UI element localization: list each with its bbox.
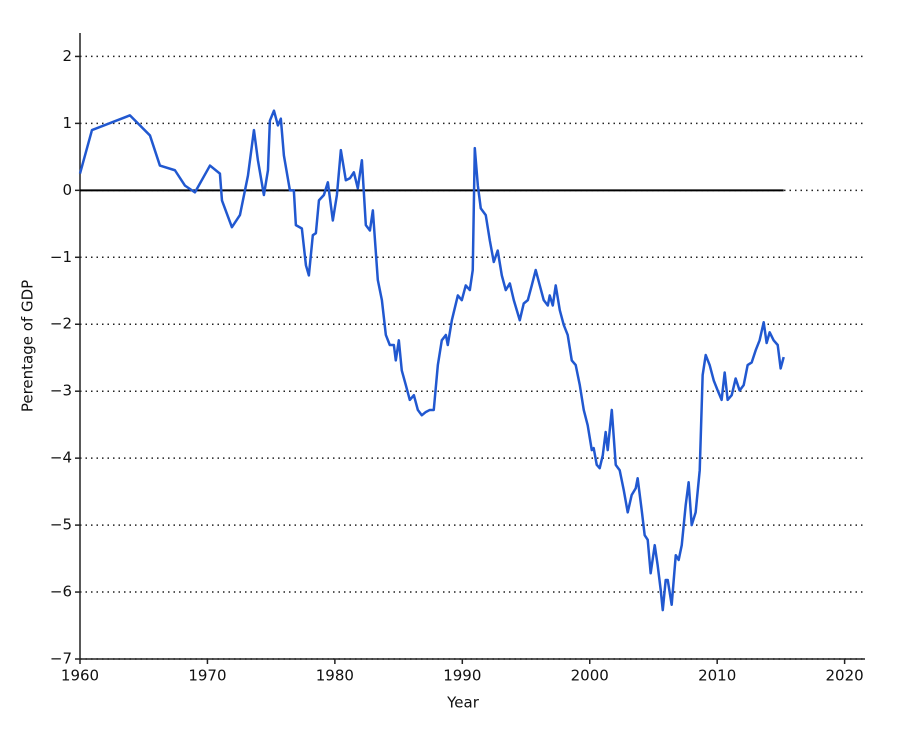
x-tick-label: 2010 xyxy=(698,667,736,685)
x-tick-label: 2000 xyxy=(571,667,609,685)
y-tick-label: −4 xyxy=(50,449,72,467)
x-tick-label: 1960 xyxy=(61,667,99,685)
y-tick-label: 1 xyxy=(62,114,72,132)
y-tick-label: 0 xyxy=(62,181,72,199)
y-axis-label: Perentage of GDP xyxy=(19,280,37,412)
x-tick-label: 2020 xyxy=(826,667,864,685)
y-tick-label: −3 xyxy=(50,382,72,400)
y-tick-label: −6 xyxy=(50,583,72,601)
y-tick-label: 2 xyxy=(62,47,72,65)
y-tick-label: −1 xyxy=(50,248,72,266)
x-tick-label: 1990 xyxy=(443,667,481,685)
x-tick-label: 1980 xyxy=(316,667,354,685)
y-tick-label: −2 xyxy=(50,315,72,333)
x-tick-label: 1970 xyxy=(188,667,226,685)
y-tick-label: −7 xyxy=(50,650,72,668)
data-line xyxy=(78,109,785,612)
y-tick-label: −5 xyxy=(50,516,72,534)
x-axis-label: Year xyxy=(446,694,480,712)
